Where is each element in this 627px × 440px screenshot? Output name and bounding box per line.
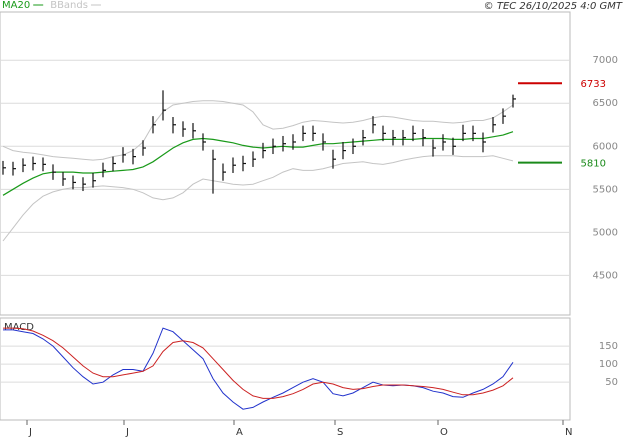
- x-tick-label: O: [440, 427, 448, 438]
- ma-line: [2, 131, 514, 196]
- macd-panel: [0, 317, 571, 421]
- legend-label: BBands: [50, 0, 88, 11]
- y-tick-label: 100: [599, 359, 618, 370]
- macd-title: MACD: [4, 322, 34, 333]
- x-tick-label: A: [236, 427, 243, 438]
- y-tick-label: 50: [605, 377, 618, 388]
- y-tick-label: 5500: [593, 184, 618, 195]
- x-tick-label: S: [337, 427, 343, 438]
- x-tick-label: J: [28, 427, 32, 438]
- macd-line: [3, 327, 514, 399]
- y-tick-label: 7000: [593, 55, 618, 66]
- source: © TEC 26/10/2025 4:0 GMT: [484, 1, 623, 12]
- bband-upper: [2, 100, 514, 161]
- level-label: 6733: [581, 79, 606, 90]
- y-tick-label: 150: [599, 341, 618, 352]
- bband-lower: [2, 155, 514, 242]
- x-tick-label: N: [565, 427, 572, 438]
- x-tick-label: J: [125, 427, 129, 438]
- price-panel: [0, 11, 571, 316]
- y-tick-label: 5000: [593, 227, 618, 238]
- y-tick-label: 6500: [593, 98, 618, 109]
- level-label: 5810: [581, 159, 606, 170]
- legend-label: MA20: [2, 0, 30, 11]
- y-tick-label: 6000: [593, 141, 618, 152]
- macd-line: [3, 327, 514, 410]
- y-tick-label: 4500: [593, 270, 618, 281]
